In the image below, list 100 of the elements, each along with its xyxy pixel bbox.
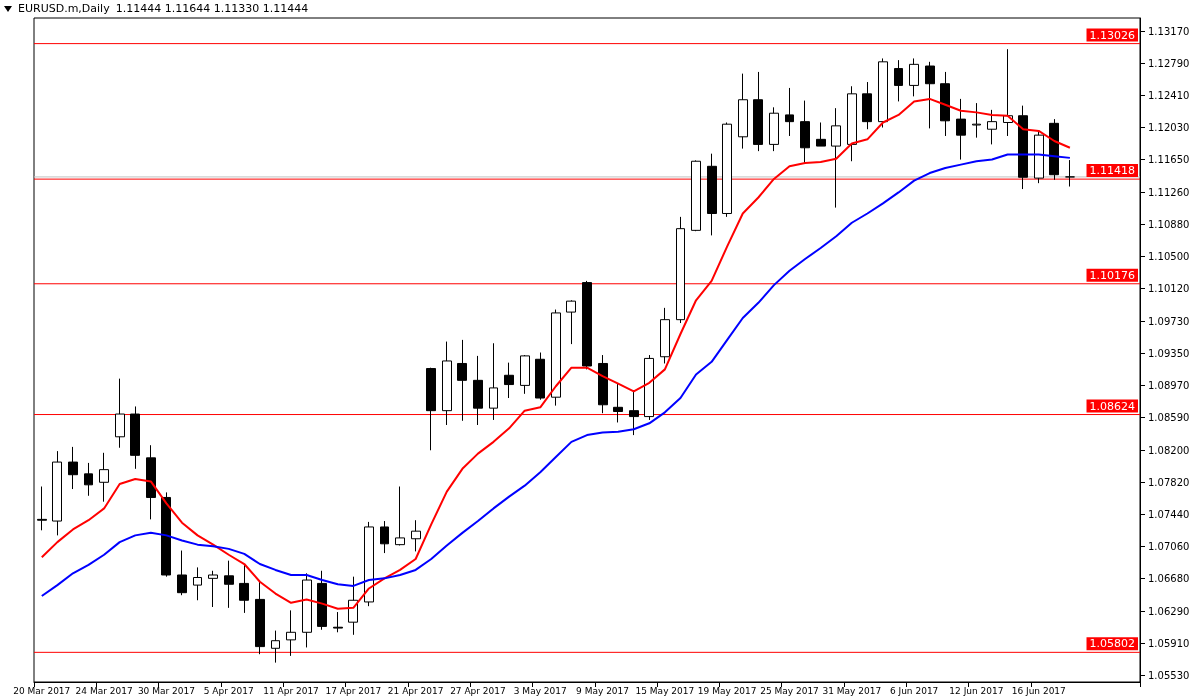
candlestick (691, 159, 701, 232)
x-tick-label: 20 Mar 2017 (13, 685, 71, 696)
candlestick (676, 216, 685, 324)
candlestick (800, 100, 810, 165)
chart-title: EURUSD.m,Daily (18, 2, 110, 15)
candlestick (769, 106, 779, 152)
x-tick-label: 21 Apr 2017 (387, 685, 444, 696)
candlestick (566, 299, 576, 345)
ref-line-label: 1.13026 (1089, 28, 1135, 42)
candlestick (722, 121, 732, 218)
candlestick (37, 486, 47, 531)
candlestick (1049, 118, 1059, 181)
y-tick-label: 1.10880 (1148, 218, 1190, 230)
candlestick (239, 563, 249, 614)
candlestick (333, 611, 343, 633)
candlestick (473, 355, 483, 426)
x-tick-label: 3 May 2017 (513, 685, 567, 696)
candlestick (785, 87, 794, 137)
candlestick (1034, 131, 1044, 184)
candlestick (193, 566, 202, 601)
x-tick-label: 24 Mar 2017 (75, 685, 133, 696)
candlestick (255, 581, 265, 655)
candlestick (613, 383, 623, 423)
candlestick (987, 109, 997, 145)
y-tick-label: 1.12410 (1148, 90, 1190, 102)
x-tick-label: 5 Apr 2017 (203, 685, 254, 696)
y-tick-label: 1.09350 (1148, 347, 1190, 359)
candlestick (644, 354, 654, 421)
candlestick (380, 520, 389, 554)
x-tick-label: 9 May 2017 (576, 685, 630, 696)
ref-line-label: 1.05802 (1089, 637, 1135, 651)
y-tick-label: 1.05530 (1148, 669, 1190, 681)
candlestick (161, 491, 171, 578)
y-tick-label: 1.09730 (1148, 315, 1190, 327)
candlestick (130, 405, 140, 470)
candlestick (442, 341, 452, 426)
candlestick (753, 71, 763, 152)
candlestick (208, 570, 218, 608)
x-tick-label: 11 Apr 2017 (263, 685, 319, 696)
candlestick (177, 550, 187, 596)
candlestick (956, 98, 966, 161)
candlestick (411, 519, 421, 552)
candlestick (816, 121, 826, 147)
chart-subtitle: 1.11444 1.11644 1.11330 1.11444 (115, 2, 309, 15)
y-tick-label: 1.08200 (1148, 444, 1190, 456)
y-tick-label: 1.12030 (1148, 122, 1190, 134)
ref-line-label: 1.11418 (1089, 164, 1135, 178)
candlestick (925, 61, 935, 129)
y-tick-label: 1.07060 (1148, 540, 1190, 552)
candlestick (909, 57, 919, 97)
candlestick (348, 576, 358, 636)
candlestick (520, 354, 530, 395)
y-tick-label: 1.06680 (1148, 572, 1190, 584)
candlestick (426, 367, 436, 451)
candlestick (847, 85, 857, 162)
y-tick-label: 1.12790 (1148, 58, 1190, 69)
ref-line-label: 1.10176 (1089, 268, 1135, 282)
candlestick (940, 71, 950, 137)
candlestick (84, 462, 93, 497)
x-tick-label: 19 May 2017 (697, 685, 757, 696)
x-tick-label: 27 Apr 2017 (450, 685, 506, 696)
candlestick (1018, 105, 1028, 190)
candlestick (598, 354, 608, 414)
x-tick-label: 15 May 2017 (635, 685, 695, 696)
candlestick (364, 521, 374, 607)
candlestick (504, 362, 514, 399)
y-tick-label: 1.05910 (1148, 637, 1190, 649)
candlestick (224, 560, 234, 609)
x-tick-label: 25 May 2017 (760, 685, 819, 696)
y-tick-label: 1.07820 (1148, 476, 1190, 488)
candlestick (68, 446, 78, 490)
candlestick (99, 452, 109, 503)
ref-line-label: 1.08624 (1089, 399, 1135, 413)
candlestick (52, 450, 62, 536)
candlestick (878, 57, 888, 129)
y-tick-label: 1.13170 (1148, 25, 1190, 37)
y-tick-label: 1.11650 (1148, 154, 1190, 166)
y-tick-label: 1.08590 (1148, 411, 1190, 423)
x-tick-label: 30 Mar 2017 (137, 685, 195, 696)
x-tick-label: 31 May 2017 (822, 685, 882, 696)
candlestick (894, 59, 903, 102)
candlestick (115, 378, 125, 449)
candlestick (582, 280, 592, 370)
candlestick (862, 81, 872, 130)
y-tick-label: 1.06290 (1148, 605, 1190, 617)
candlestick (972, 102, 981, 139)
candlestick (707, 153, 717, 236)
candlestick (831, 107, 841, 209)
x-tick-label: 17 Apr 2017 (325, 685, 382, 696)
y-tick-label: 1.10120 (1148, 282, 1190, 294)
candlestick (395, 486, 405, 546)
candlestick (1065, 159, 1075, 188)
candlestick (738, 73, 748, 150)
candlestick (660, 307, 670, 364)
x-tick-label: 12 Jun 2017 (949, 685, 1004, 696)
candlestick (302, 572, 312, 648)
candlestick (457, 339, 467, 422)
x-tick-label: 6 Jun 2017 (889, 685, 939, 696)
y-tick-label: 1.08970 (1148, 379, 1190, 391)
y-tick-label: 1.11260 (1148, 186, 1190, 198)
